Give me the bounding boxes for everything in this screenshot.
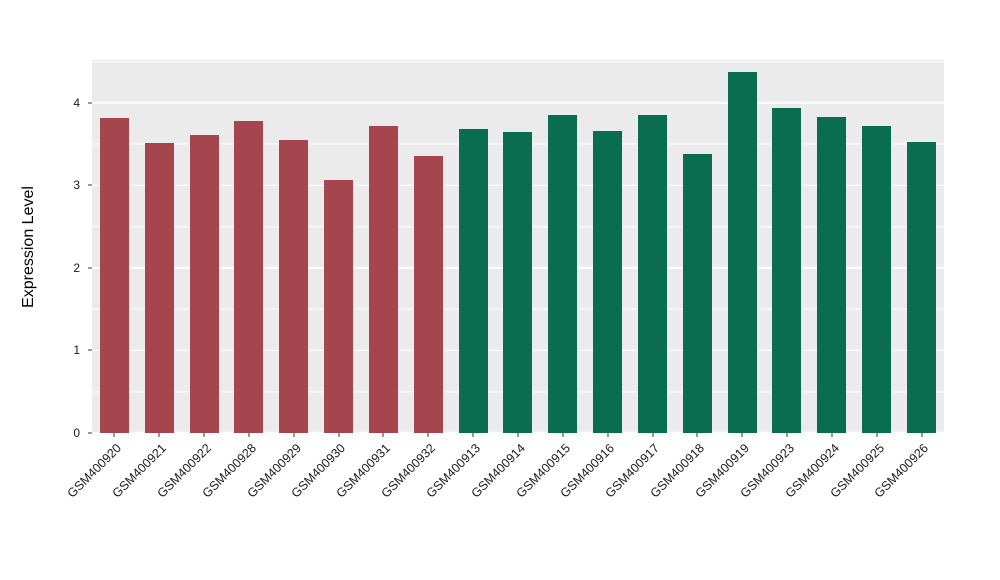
major-gridline	[92, 102, 944, 104]
bar-GSM400926	[906, 141, 936, 433]
x-tick-mark	[158, 433, 160, 437]
x-tick-mark	[382, 433, 384, 437]
x-tick-mark	[607, 433, 609, 437]
y-tick-mark	[88, 432, 92, 434]
x-tick-mark	[472, 433, 474, 437]
x-tick-mark	[921, 433, 923, 437]
minor-gridline	[92, 61, 944, 63]
bar-GSM400913	[458, 129, 488, 433]
y-tick-label: 0	[73, 426, 80, 440]
bar-GSM400932	[413, 155, 443, 433]
x-tick-mark	[427, 433, 429, 437]
x-tick-mark	[696, 433, 698, 437]
x-tick-mark	[293, 433, 295, 437]
y-tick-label: 1	[73, 343, 80, 358]
x-tick-mark	[203, 433, 205, 437]
y-tick-label: 3	[73, 178, 80, 193]
bar-GSM400928	[234, 121, 264, 433]
y-tick-label: 2	[73, 260, 80, 275]
x-tick-mark	[338, 433, 340, 437]
y-tick-mark	[88, 349, 92, 351]
x-tick-mark	[876, 433, 878, 437]
y-tick-mark	[88, 267, 92, 269]
bars-container	[92, 60, 944, 433]
x-tick-mark	[741, 433, 743, 437]
x-axis-ticks: GSM400920 GSM400921 GSM400922 GSM400928 GSM4…	[65, 433, 944, 573]
bar-GSM400931	[368, 126, 398, 433]
x-tick-mark	[113, 433, 115, 437]
bar-GSM400917	[637, 115, 667, 433]
bar-GSM400916	[593, 130, 623, 433]
x-tick-mark	[248, 433, 250, 437]
y-tick-label: 4	[73, 95, 80, 110]
bar-GSM400930	[324, 180, 354, 433]
bar-GSM400914	[503, 131, 533, 433]
y-tick-mark	[88, 184, 92, 186]
bar-GSM400921	[144, 143, 174, 433]
chart-panel	[92, 60, 944, 434]
x-tick-mark	[562, 433, 564, 437]
x-tick-mark	[517, 433, 519, 437]
x-tick-mark	[786, 433, 788, 437]
bar-GSM400919	[727, 72, 757, 433]
bar-GSM400923	[772, 107, 802, 433]
x-tick-mark	[831, 433, 833, 437]
y-axis-ticks: 0 1 2 3 4	[0, 60, 92, 439]
bar-GSM400925	[861, 126, 891, 433]
bar-GSM400929	[279, 140, 309, 433]
bar-GSM400924	[817, 116, 847, 433]
bar-GSM400922	[189, 135, 219, 433]
x-tick-mark	[652, 433, 654, 437]
y-tick-mark	[88, 102, 92, 104]
bar-GSM400915	[548, 115, 578, 433]
bar-GSM400918	[682, 154, 712, 433]
bar-GSM400920	[99, 117, 129, 433]
